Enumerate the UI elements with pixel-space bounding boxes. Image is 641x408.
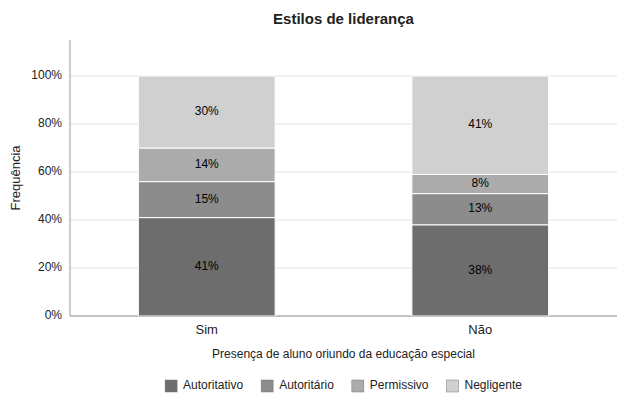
- y-tick-label: 20%: [38, 260, 62, 274]
- bar-segment: [138, 148, 275, 182]
- bars: [138, 76, 548, 316]
- chart: 0%20%40%60%80%100%41%15%14%30%38%13%8%41…: [0, 0, 641, 408]
- x-tick-label: Sim: [196, 322, 218, 337]
- y-axis-label: Frequência: [8, 145, 23, 211]
- legend-entry: Permissivo: [370, 378, 429, 392]
- title: Estilos de liderança: [273, 10, 415, 27]
- legend-entry: Autoritativo: [183, 378, 243, 392]
- bar-segment: [138, 76, 275, 148]
- legend: Autoritativo Autoritário Permissivo Neglige…: [165, 378, 522, 392]
- data-label: 38%: [468, 263, 492, 277]
- bar-segment: [412, 76, 549, 174]
- data-label: 13%: [468, 201, 492, 215]
- data-labels: 41% 15% 14% 30% 38% 13% 8% 41%: [195, 104, 493, 276]
- y-tick-label: 60%: [38, 164, 62, 178]
- bar-segment: [412, 174, 549, 193]
- bar-segment: [138, 218, 275, 316]
- y-tick-label: 40%: [38, 212, 62, 226]
- y-tick-label: 100%: [31, 68, 62, 82]
- data-label: 14%: [195, 157, 219, 171]
- legend-entry: Negligente: [465, 378, 523, 392]
- legend-swatch: [261, 380, 273, 392]
- y-tick-label: 80%: [38, 116, 62, 130]
- bar-segment: [412, 225, 549, 316]
- data-label: 15%: [195, 192, 219, 206]
- bar-segment: [412, 194, 549, 225]
- data-label: 41%: [468, 117, 492, 131]
- y-axis-line: [70, 40, 71, 316]
- data-label: 41%: [195, 259, 219, 273]
- legend-entry: Autoritário: [279, 378, 334, 392]
- bar-segment: [138, 182, 275, 218]
- data-label: 30%: [195, 104, 219, 118]
- legend-swatch: [352, 380, 364, 392]
- x-tick-label: Não: [468, 322, 492, 337]
- legend-swatch: [165, 380, 177, 392]
- x-axis-label: Presença de aluno oriundo da educação es…: [212, 347, 475, 361]
- legend-swatch: [447, 380, 459, 392]
- y-tick-label: 0%: [45, 308, 63, 322]
- data-label: 8%: [472, 176, 490, 190]
